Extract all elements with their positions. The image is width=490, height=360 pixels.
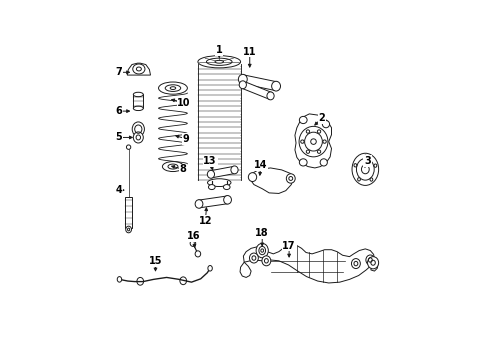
Ellipse shape xyxy=(262,256,271,266)
Ellipse shape xyxy=(133,64,145,74)
Polygon shape xyxy=(127,63,150,75)
Ellipse shape xyxy=(159,82,187,94)
Polygon shape xyxy=(210,166,235,178)
Ellipse shape xyxy=(323,140,326,143)
Ellipse shape xyxy=(358,177,361,181)
Ellipse shape xyxy=(368,257,379,269)
Ellipse shape xyxy=(318,150,320,153)
Polygon shape xyxy=(198,196,228,208)
Ellipse shape xyxy=(126,226,131,233)
Polygon shape xyxy=(240,262,251,278)
Bar xyxy=(125,197,132,228)
Ellipse shape xyxy=(248,173,257,181)
Ellipse shape xyxy=(162,162,183,172)
Ellipse shape xyxy=(364,155,367,158)
Ellipse shape xyxy=(133,92,143,97)
Text: 3: 3 xyxy=(364,156,371,166)
Ellipse shape xyxy=(170,87,176,90)
Ellipse shape xyxy=(136,67,141,71)
Ellipse shape xyxy=(208,185,215,190)
Ellipse shape xyxy=(127,228,130,231)
Ellipse shape xyxy=(299,159,307,166)
Text: 5: 5 xyxy=(115,132,122,143)
Ellipse shape xyxy=(126,145,131,149)
Ellipse shape xyxy=(208,266,212,271)
Ellipse shape xyxy=(231,166,238,174)
Bar xyxy=(133,94,143,108)
Ellipse shape xyxy=(370,178,373,181)
Ellipse shape xyxy=(249,253,258,263)
Ellipse shape xyxy=(223,185,230,190)
Ellipse shape xyxy=(318,130,320,133)
Text: 12: 12 xyxy=(198,216,212,226)
Text: 15: 15 xyxy=(149,256,162,266)
Text: 8: 8 xyxy=(180,164,187,174)
Text: 11: 11 xyxy=(243,46,256,57)
Text: 1: 1 xyxy=(216,45,222,55)
Ellipse shape xyxy=(320,159,327,166)
Ellipse shape xyxy=(306,150,310,153)
Ellipse shape xyxy=(374,164,377,167)
Ellipse shape xyxy=(190,240,196,246)
Ellipse shape xyxy=(306,130,310,133)
Text: 2: 2 xyxy=(318,113,325,123)
Text: 17: 17 xyxy=(282,240,296,251)
Ellipse shape xyxy=(117,276,122,282)
Ellipse shape xyxy=(223,195,231,204)
Polygon shape xyxy=(295,114,332,168)
Text: 18: 18 xyxy=(255,228,269,238)
Ellipse shape xyxy=(239,81,246,89)
Polygon shape xyxy=(250,168,293,193)
Text: 14: 14 xyxy=(254,160,268,170)
Ellipse shape xyxy=(366,255,375,265)
Text: 10: 10 xyxy=(177,98,191,108)
Ellipse shape xyxy=(256,243,269,258)
Ellipse shape xyxy=(299,116,307,123)
Ellipse shape xyxy=(311,139,316,144)
Ellipse shape xyxy=(133,132,143,143)
Ellipse shape xyxy=(267,92,274,100)
Text: 6: 6 xyxy=(115,106,122,116)
Ellipse shape xyxy=(301,140,304,143)
Polygon shape xyxy=(371,257,378,271)
Ellipse shape xyxy=(215,60,223,63)
Polygon shape xyxy=(244,246,374,283)
Ellipse shape xyxy=(195,251,201,257)
Ellipse shape xyxy=(286,174,295,183)
Ellipse shape xyxy=(195,200,203,208)
Text: 4: 4 xyxy=(115,185,122,195)
Ellipse shape xyxy=(132,122,145,136)
Polygon shape xyxy=(242,81,272,99)
Text: 16: 16 xyxy=(187,231,200,241)
Ellipse shape xyxy=(133,106,143,111)
Ellipse shape xyxy=(261,249,264,252)
Ellipse shape xyxy=(354,164,357,167)
Text: 9: 9 xyxy=(183,134,189,144)
Ellipse shape xyxy=(238,75,247,84)
Ellipse shape xyxy=(362,165,369,174)
Text: 7: 7 xyxy=(115,67,122,77)
Ellipse shape xyxy=(351,258,360,269)
Ellipse shape xyxy=(271,81,280,91)
Polygon shape xyxy=(242,75,277,90)
Ellipse shape xyxy=(322,121,330,128)
Ellipse shape xyxy=(198,56,241,68)
Ellipse shape xyxy=(352,153,379,185)
Ellipse shape xyxy=(207,179,231,186)
Text: 13: 13 xyxy=(203,156,217,166)
Ellipse shape xyxy=(207,170,215,178)
Ellipse shape xyxy=(299,126,328,157)
